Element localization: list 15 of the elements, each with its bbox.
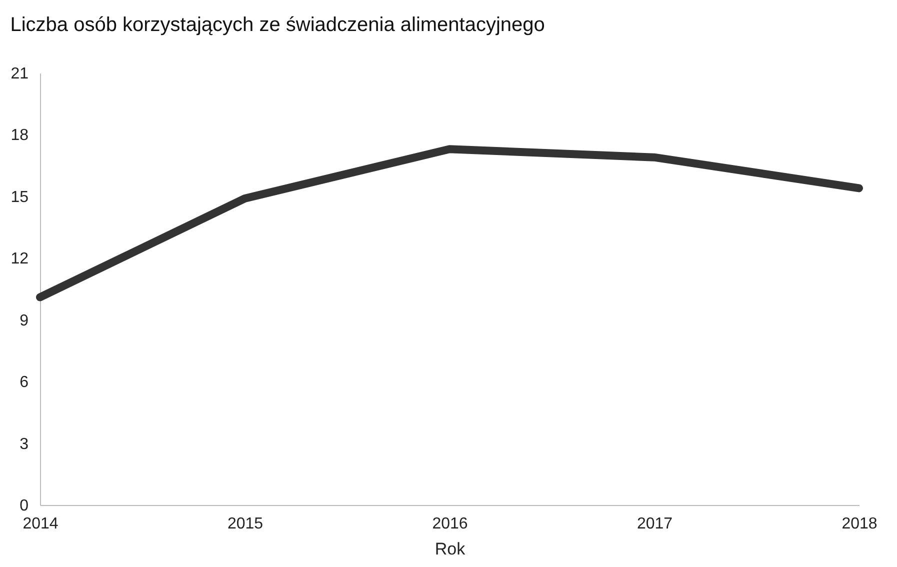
y-tick-label: 21 bbox=[10, 66, 29, 82]
y-tick-label: 6 bbox=[20, 374, 29, 392]
y-tick-label: 15 bbox=[10, 188, 29, 206]
x-tick-label: 2015 bbox=[227, 516, 264, 532]
x-tick-label: 2016 bbox=[432, 516, 468, 532]
x-tick-label: 2018 bbox=[842, 516, 878, 532]
y-tick-label: 18 bbox=[10, 127, 29, 144]
y-tick-label: 12 bbox=[10, 250, 29, 268]
x-axis-title: Rok bbox=[434, 540, 466, 558]
x-tick-label: 2014 bbox=[22, 516, 58, 532]
x-tick-label: 2017 bbox=[636, 516, 673, 532]
y-tick-label: 0 bbox=[20, 498, 29, 514]
y-tick-label: 9 bbox=[20, 312, 29, 330]
chart-title: Liczba osób korzystających ze świadczenia alimentacyjnego bbox=[10, 14, 545, 36]
y-tick-label: 3 bbox=[20, 436, 29, 453]
